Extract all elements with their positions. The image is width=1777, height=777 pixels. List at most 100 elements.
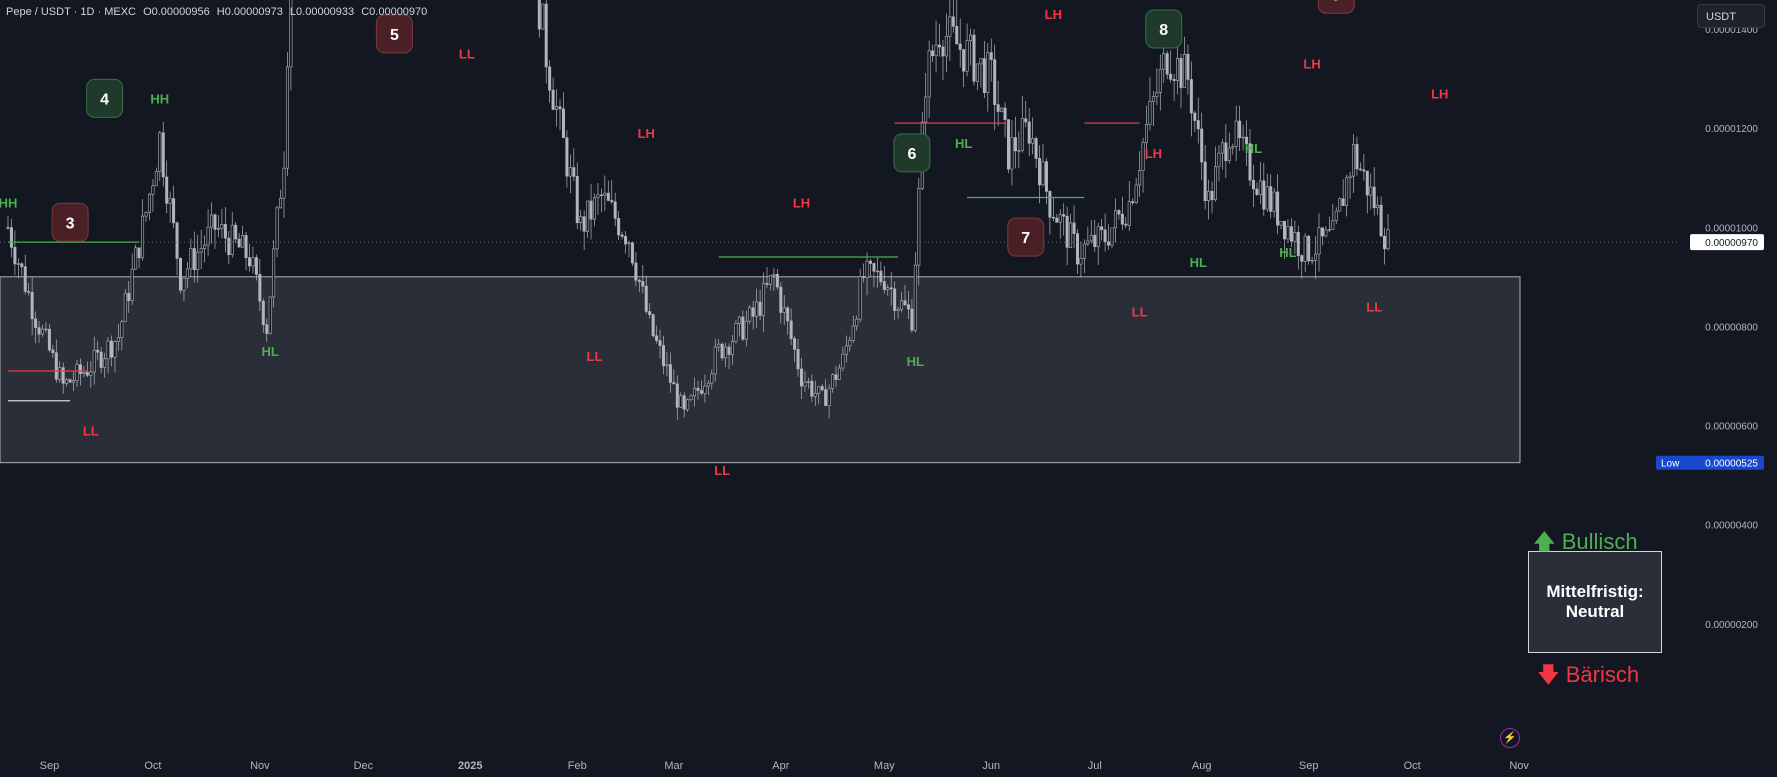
lightning-icon[interactable]: ⚡ [1500,728,1520,748]
candle-body [1038,158,1042,186]
candle-body [1041,161,1045,186]
candle-body [37,327,41,335]
structure-label-hh: HH [0,195,17,210]
candle-body [89,371,93,376]
candle-body [651,314,655,337]
candle-body [40,328,44,335]
low-value: L0.00000933 [289,6,355,18]
candle-body [1117,210,1121,215]
candle-body [931,50,935,57]
candle-body [610,200,614,203]
structure-label-hl: HL [1190,255,1207,270]
callout-badge [51,202,89,242]
candle-body [592,197,596,220]
structure-label-lh: LH [1303,57,1320,72]
candle-body [734,323,738,342]
candle-body [1262,180,1266,210]
candle-body [1065,215,1069,248]
candle-body [44,328,48,331]
candle-body [9,227,13,248]
candle-body [268,296,272,334]
y-tick-label: 0.00000600 [1705,422,1758,433]
candle-body [1231,146,1235,149]
candle-body [1348,175,1352,179]
candle-body [927,50,931,98]
candle-body [1051,216,1055,219]
candle-body [717,343,721,348]
candle-body [637,279,641,282]
candle-body [1000,107,1004,112]
candle-body [896,308,900,311]
candle-body [1193,112,1197,121]
candle-body [1013,137,1017,152]
candle-body [227,237,231,256]
x-tick-label: Aug [1192,760,1212,772]
candle-body [675,383,679,408]
structure-label-hl: HL [907,354,924,369]
candle-body [1303,235,1307,262]
candle-body [1320,227,1324,237]
structure-label-hl: HL [1245,141,1262,156]
candle-body [1058,214,1062,223]
summary-line-2: Neutral [1565,602,1625,621]
candle-body [175,222,179,259]
candle-body [1255,188,1259,195]
candle-body [210,214,214,228]
callout-badge [893,133,931,173]
candle-body [113,341,117,358]
candle-body [151,185,155,195]
candle-body [555,106,559,110]
candle-body [192,248,196,271]
candle-body [806,380,810,383]
x-tick-label: Nov [250,760,270,772]
callout-badge [1317,0,1355,14]
candle-body [1289,226,1293,242]
candle-body [834,374,838,380]
candle-body [689,395,693,401]
candle-body [78,364,82,374]
candle-body [1251,179,1255,190]
candle-body [1172,79,1176,81]
candle-body [703,385,707,394]
structure-label-ll: LL [1366,300,1382,315]
candle-body [744,320,748,340]
structure-label-ll: LL [1132,304,1148,319]
candle-body [1169,73,1173,80]
candle-body [724,346,728,359]
candle-body [1365,170,1369,196]
time-axis: Sep Oct Nov Dec 2025 Feb Mar Apr May Jun Jul Aug Sep… [40,760,1530,772]
candle-body [1279,221,1283,226]
candle-body [620,234,624,237]
candle-body [1082,243,1086,259]
candle-body [244,235,248,259]
candle-body [1272,191,1276,212]
candle-body [1324,229,1328,237]
candle-body [982,58,986,93]
currency-button[interactable]: USDT [1697,4,1765,28]
candle-body [1386,229,1390,250]
candle-body [768,275,772,285]
arrow-down-icon: 🡇 [1537,662,1560,687]
candle-body [779,286,783,313]
candle-body [872,263,876,272]
summary-panel: Mittelfristig: Neutral [1528,551,1662,653]
candle-body [782,307,786,313]
candle-body [103,358,107,368]
candle-body [762,283,766,316]
candle-body [241,235,245,248]
candle-body [51,349,55,354]
y-tick-label: 0.00001400 [1705,25,1758,36]
candle-body [47,328,51,351]
candle-body [1200,128,1204,163]
candle-body [154,171,158,187]
y-tick-label: 0.00000200 [1705,620,1758,631]
candle-body [844,345,848,355]
candle-body [1283,221,1287,240]
candle-body [1120,213,1124,225]
y-tick-label: 0.00000400 [1705,521,1758,532]
candle-body [596,194,600,199]
candle-body [630,242,634,264]
candle-body [58,367,62,380]
candle-body [1327,229,1331,231]
